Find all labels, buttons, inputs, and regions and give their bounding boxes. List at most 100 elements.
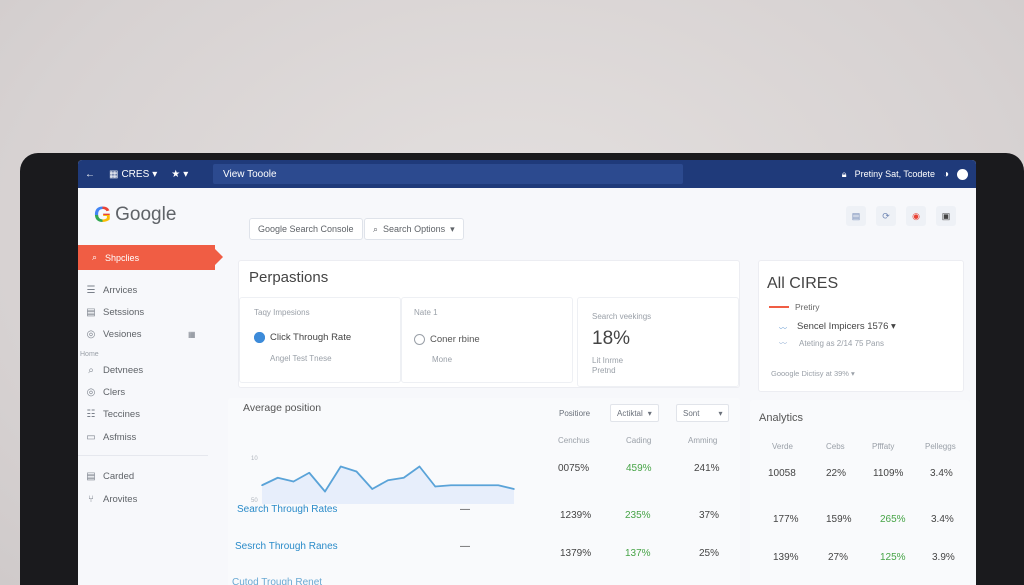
chart-point-6 — [355, 470, 358, 473]
metric-label: Nate 1 — [414, 308, 438, 317]
sidebar-item-active[interactable]: ⌕ Shpclies — [78, 245, 223, 270]
card-title: Perpastions — [249, 269, 329, 286]
dropdown-label: Positiore — [559, 408, 591, 418]
column-header: Cading — [626, 436, 652, 445]
coner-option[interactable]: Coner rbine — [414, 334, 480, 345]
sidebar-item-label: Arovites — [103, 494, 138, 505]
actual-dropdown[interactable]: Actiktal ▾ — [610, 404, 659, 422]
trend-icon: 〰 — [779, 339, 787, 348]
doc-icon: ▤ — [86, 307, 96, 318]
column-header: Verde — [772, 442, 793, 451]
sidebar-item-label: Setssions — [103, 307, 145, 318]
sidebar-item-teccines[interactable]: ☷ Teccines — [86, 409, 140, 420]
chart-point-10 — [418, 465, 421, 468]
chart-area-fill — [262, 466, 514, 504]
circle-icon: ◎ — [86, 329, 96, 340]
sidebar-item-detvnees[interactable]: ⌕ Detvnees — [86, 365, 143, 376]
chart-point-16 — [513, 488, 515, 490]
chevron-down-icon: ▾ — [183, 168, 189, 180]
analytics-card: Analytics Verde Cebs Pfffaty Pelleggs 10… — [750, 400, 970, 585]
sidebar-item-carded[interactable]: ▤ Carded — [86, 471, 134, 482]
star-icon: ★ — [171, 168, 181, 180]
column-header: Cebs — [826, 442, 845, 451]
y-tick-label: 50 — [251, 498, 258, 504]
chart-point-5 — [339, 465, 342, 468]
profile-menu[interactable]: ▦ CRES ▾ — [102, 160, 164, 188]
chart-row-value: 0075% — [558, 463, 590, 474]
extension-icon[interactable]: ◑ — [942, 168, 949, 180]
y-tick-label: 10 — [251, 456, 258, 462]
metric-box-search[interactable]: Search veekings 18% Lit Inrme Pretnd — [577, 297, 739, 387]
console-label: Google Search Console — [258, 224, 354, 234]
bookmark-menu[interactable]: ★ ▾ — [164, 160, 195, 188]
sidebar-item-setssions[interactable]: ▤ Setssions — [86, 307, 144, 318]
row-link[interactable]: Sesrch Through Ranes — [235, 541, 338, 552]
trash-icon[interactable]: ▦ — [188, 330, 196, 339]
row-dash: — — [460, 541, 470, 552]
perpastions-card: Perpastions Taqy Impesions Click Through… — [238, 260, 740, 388]
chart-point-2 — [292, 480, 295, 483]
analytics-cell: 3.4% — [930, 468, 953, 479]
chart-point-3 — [308, 471, 311, 474]
back-arrow-icon[interactable]: ← — [85, 168, 95, 180]
analytics-cell: 1109% — [873, 468, 904, 479]
sidebar: ⌕ Shpclies ☰ Arrvices ▤ Setssions ◎ Vesi… — [78, 245, 223, 585]
sync-icon[interactable]: ⟳ — [876, 206, 896, 226]
cires-dropdown[interactable]: Gooogle Dictisy at 39% ▾ — [771, 369, 855, 378]
chevron-down-icon: ▾ — [152, 168, 158, 180]
analytics-cell: 177% — [773, 514, 799, 525]
chart-point-11 — [434, 485, 437, 488]
search-options-dropdown[interactable]: ⌕ Search Options ▾ — [364, 218, 464, 240]
metric-label: Taqy Impesions — [254, 308, 310, 317]
analytics-cell: 22% — [826, 468, 847, 479]
sidebar-item-arovites[interactable]: ⑂ Arovites — [86, 494, 137, 505]
average-position-card: Average position Positiore Actiktal ▾ Son… — [228, 398, 740, 585]
metric-box-nate[interactable]: Nate 1 Coner rbine Mone — [401, 297, 573, 383]
checkbox-checked-icon — [254, 332, 265, 343]
analytics-title: Analytics — [759, 412, 804, 424]
row-value: 25% — [699, 548, 720, 559]
row-link[interactable]: Cutod Trough Renet — [232, 577, 323, 585]
row-link[interactable]: Search Through Rates — [237, 504, 338, 515]
search-console-pill[interactable]: Google Search Console — [249, 218, 363, 240]
folder-icon[interactable]: ▣ — [936, 206, 956, 226]
grid-icon[interactable]: ▤ — [846, 206, 866, 226]
analytics-cell: 3.9% — [932, 552, 955, 563]
google-logo[interactable]: G Google — [94, 202, 176, 228]
dropdown-label: Sont — [683, 408, 700, 418]
chevron-down-icon[interactable]: ▾ — [891, 321, 896, 332]
card-title: All CIRES — [767, 275, 839, 292]
radio-empty-icon — [414, 334, 425, 345]
grid-icon: ▦ — [109, 168, 119, 180]
option-label: Coner rbine — [430, 334, 480, 346]
address-bar[interactable]: View Tooole — [213, 164, 683, 184]
chrome-icon[interactable]: ◉ — [906, 206, 926, 226]
trend-icon: 〰 — [779, 324, 787, 333]
ctr-option[interactable]: Click Through Rate — [254, 332, 351, 343]
average-position-chart: 10 50 — [251, 456, 515, 504]
column-header: Amming — [688, 436, 718, 445]
sidebar-item-clers[interactable]: ◎ Clers — [86, 387, 126, 398]
chart-point-9 — [402, 476, 405, 479]
sidebar-item-arrvices[interactable]: ☰ Arrvices — [86, 285, 138, 296]
browser-top-bar: ← ▦ CRES ▾ ★ ▾ View Tooole 🔒︎ Pretiny Sa… — [78, 160, 976, 188]
metric-box-impressions[interactable]: Taqy Impesions Click Through Rate Angel … — [239, 297, 401, 383]
chart-point-0 — [261, 484, 263, 487]
sidebar-item-label: Shpclies — [105, 252, 140, 263]
positions-dropdown[interactable]: Positiore — [553, 404, 596, 422]
table-title: Average position — [243, 402, 322, 414]
sidebar-item-asfmiss[interactable]: ▭ Asfmiss — [86, 432, 136, 443]
sidebar-item-vesiones[interactable]: ◎ Vesiones — [86, 329, 142, 340]
column-header: Pfffaty — [872, 442, 895, 451]
sort-dropdown[interactable]: Sont ▾ — [676, 404, 730, 422]
search-icon: ⌕ — [92, 252, 98, 262]
tab-title: View Tooole — [223, 168, 277, 180]
options-label: Search Options — [383, 224, 446, 234]
avatar[interactable] — [957, 168, 968, 180]
sidebar-item-label: Arrvices — [103, 285, 138, 296]
chart-row-value: 241% — [694, 463, 720, 474]
all-cires-card: All CIRES Pretiry Sencel Impicers 1576 ▾… — [758, 260, 964, 392]
profile-label: CRES — [121, 168, 150, 180]
chart-row-value: 459% — [626, 463, 652, 474]
search-icon: ⌕ — [88, 365, 94, 376]
